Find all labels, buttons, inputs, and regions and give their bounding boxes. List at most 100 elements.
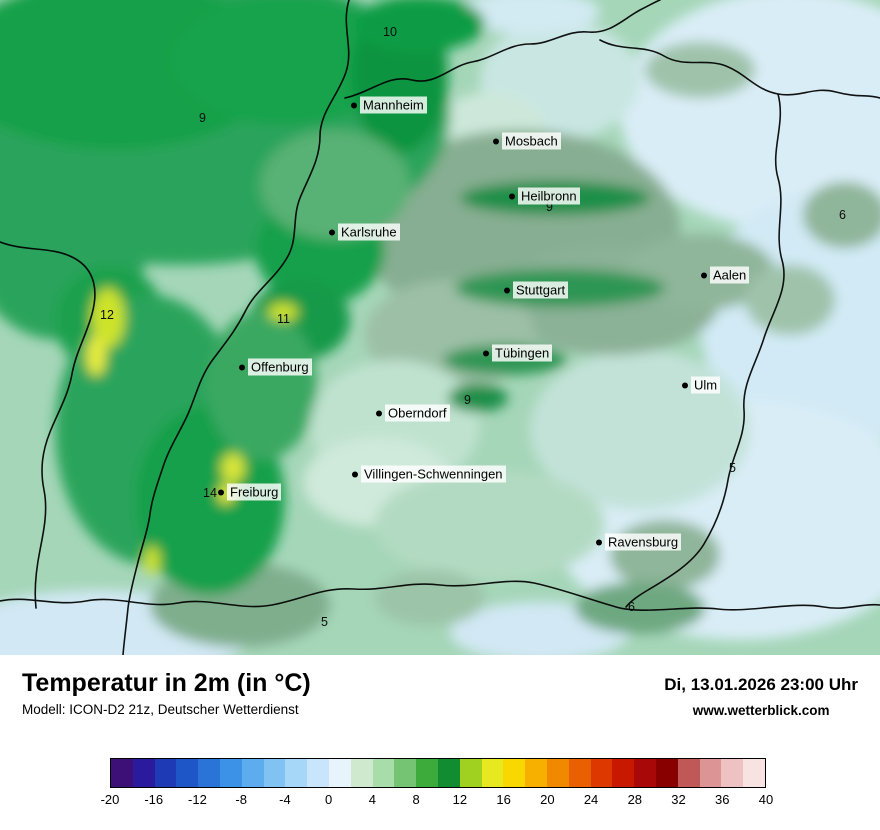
colorbar-tick-label: -8 bbox=[235, 792, 247, 807]
city-marker-freiburg: Freiburg bbox=[218, 483, 282, 501]
colorbar-tick-label: 0 bbox=[325, 792, 333, 807]
city-marker-karlsruhe: Karlsruhe bbox=[329, 223, 400, 241]
state-borders bbox=[0, 0, 880, 655]
colorbar-segment bbox=[481, 759, 504, 787]
city-label: Heilbronn bbox=[518, 187, 580, 205]
city-dot-icon bbox=[483, 350, 489, 356]
city-label: Tübingen bbox=[492, 344, 553, 362]
city-marker-ulm: Ulm bbox=[682, 376, 721, 394]
colorbar-segment bbox=[307, 759, 329, 787]
weather-map: 10 9 9 6 12 11 9 5 14 5 6 Mannheim Mosba… bbox=[0, 0, 880, 655]
colorbar-tick-label: -12 bbox=[188, 792, 207, 807]
colorbar-segment bbox=[111, 759, 133, 787]
colorbar-segment bbox=[285, 759, 308, 787]
colorbar-tick-label: 12 bbox=[452, 792, 468, 807]
website-url: www.wetterblick.com bbox=[692, 703, 830, 718]
colorbar-tick-label: 4 bbox=[368, 792, 377, 807]
colorbar-segment bbox=[416, 759, 438, 787]
colorbar-segment bbox=[590, 759, 613, 787]
colorbar-tick-label: -16 bbox=[144, 792, 164, 807]
city-marker-ravensburg: Ravensburg bbox=[596, 533, 682, 551]
temperature-value-label: 9 bbox=[199, 111, 206, 125]
temperature-value-label: 9 bbox=[464, 393, 471, 407]
colorbar-segment bbox=[437, 759, 460, 787]
colorbar-tick-label: 32 bbox=[671, 792, 686, 807]
colorbar-segment bbox=[154, 759, 177, 787]
colorbar-segment bbox=[677, 759, 700, 787]
city-marker-oberndorf: Oberndorf bbox=[376, 404, 450, 422]
colorbar-gradient bbox=[110, 758, 766, 788]
temperature-value-label: 9 bbox=[546, 200, 553, 214]
colorbar-segment bbox=[241, 759, 264, 787]
colorbar-segment bbox=[394, 759, 417, 787]
colorbar-tick-label: -20 bbox=[100, 792, 120, 807]
colorbar-tick-label: 24 bbox=[583, 792, 599, 807]
colorbar-tick-label: 16 bbox=[496, 792, 511, 807]
city-dot-icon bbox=[351, 102, 357, 108]
colorbar-segment bbox=[198, 759, 220, 787]
colorbar-tick-label: 40 bbox=[758, 792, 774, 807]
city-dot-icon bbox=[682, 382, 688, 388]
colorbar-ticks: -20 -16 -12 -8 -4 0 4 8 12 16 20 24 28 32 36 40 bbox=[101, 792, 774, 810]
forecast-datetime: Di, 13.01.2026 23:00 Uhr bbox=[664, 675, 858, 694]
city-marker-tuebingen: Tübingen bbox=[483, 344, 553, 362]
colorbar-segment bbox=[263, 759, 286, 787]
city-dot-icon bbox=[701, 272, 707, 278]
colorbar-segment bbox=[612, 759, 635, 787]
temperature-value-label: 5 bbox=[321, 615, 328, 629]
colorbar-tick-label: 36 bbox=[715, 792, 730, 807]
city-label: Oberndorf bbox=[385, 404, 450, 422]
page-title: Temperatur in 2m (in °C) bbox=[22, 669, 311, 697]
city-dot-icon bbox=[329, 229, 335, 235]
city-dot-icon bbox=[352, 471, 358, 477]
colorbar-segment bbox=[546, 759, 569, 787]
city-label: Offenburg bbox=[248, 358, 312, 376]
temperature-value-label: 10 bbox=[383, 25, 397, 39]
colorbar-segment bbox=[721, 759, 744, 787]
city-dot-icon bbox=[493, 138, 499, 144]
colorbar-segment bbox=[176, 759, 199, 787]
colorbar-segment bbox=[743, 759, 765, 787]
colorbar-segment bbox=[132, 759, 155, 787]
city-marker-mosbach: Mosbach bbox=[493, 132, 561, 150]
city-dot-icon bbox=[376, 410, 382, 416]
city-dot-icon bbox=[596, 539, 602, 545]
city-marker-mannheim: Mannheim bbox=[351, 96, 427, 114]
city-label: Ulm bbox=[691, 376, 721, 394]
colorbar-segment bbox=[350, 759, 373, 787]
city-dot-icon bbox=[218, 489, 224, 495]
colorbar-tick-label: 20 bbox=[540, 792, 555, 807]
colorbar-segment bbox=[372, 759, 395, 787]
map-footer: Temperatur in 2m (in °C) Modell: ICON-D2… bbox=[0, 655, 880, 830]
city-label: Aalen bbox=[710, 266, 750, 284]
city-label: Mannheim bbox=[360, 96, 427, 114]
city-dot-icon bbox=[504, 287, 510, 293]
colorbar-segment bbox=[699, 759, 722, 787]
city-marker-stuttgart: Stuttgart bbox=[504, 281, 569, 299]
temperature-value-label: 11 bbox=[277, 312, 290, 326]
colorbar-segment bbox=[655, 759, 678, 787]
city-marker-villingen-schwenningen: Villingen-Schwenningen bbox=[352, 465, 506, 483]
city-label: Mosbach bbox=[502, 132, 561, 150]
city-label: Karlsruhe bbox=[338, 223, 400, 241]
colorbar-segment bbox=[503, 759, 526, 787]
city-label: Ravensburg bbox=[605, 533, 682, 551]
city-dot-icon bbox=[509, 193, 515, 199]
colorbar-segment bbox=[328, 759, 351, 787]
city-marker-aalen: Aalen bbox=[701, 266, 750, 284]
temperature-value-label: 5 bbox=[729, 461, 736, 475]
colorbar-segment bbox=[219, 759, 242, 787]
city-label: Villingen-Schwenningen bbox=[361, 465, 506, 483]
colorbar-tick-label: 8 bbox=[412, 792, 420, 807]
city-marker-offenburg: Offenburg bbox=[239, 358, 312, 376]
colorbar-segment bbox=[568, 759, 591, 787]
model-info: Modell: ICON-D2 21z, Deutscher Wetterdie… bbox=[22, 702, 299, 717]
temperature-field-layer bbox=[0, 0, 880, 655]
colorbar-tick-label: 28 bbox=[627, 792, 643, 807]
city-label: Freiburg bbox=[227, 483, 282, 501]
temperature-value-label: 12 bbox=[100, 308, 114, 322]
temperature-value-label: 6 bbox=[628, 600, 635, 614]
city-dot-icon bbox=[239, 364, 245, 370]
temperature-field-svg bbox=[0, 0, 880, 655]
